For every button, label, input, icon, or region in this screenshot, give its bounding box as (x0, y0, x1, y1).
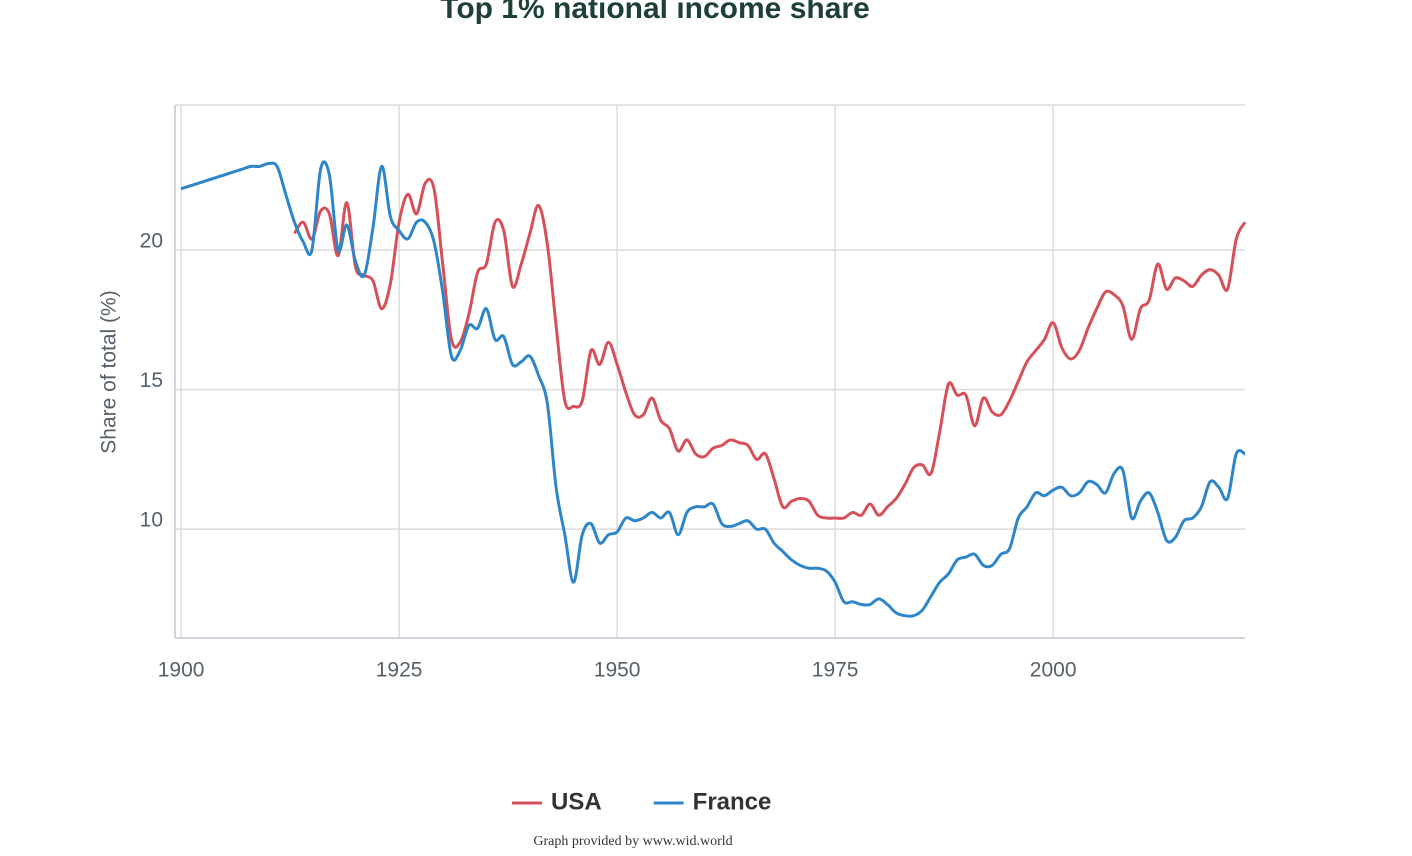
x-tick-label: 1950 (594, 659, 641, 682)
legend-label: USA (551, 788, 602, 815)
x-tick-label: 2000 (1030, 659, 1077, 682)
x-tick-label: 1975 (812, 659, 859, 682)
legend-label: France (693, 788, 772, 815)
y-axis-label: Share of total (%) (98, 290, 121, 453)
y-tick-label: 10 (140, 509, 163, 532)
line-series (293, 177, 1247, 520)
line-series (180, 160, 1246, 618)
y-tick-label: 20 (140, 230, 163, 253)
footer: Graph provided by www.wid.world (533, 834, 732, 849)
x-tick-label: 1900 (158, 659, 205, 682)
x-tick-label: 1925 (376, 659, 423, 682)
y-tick-label: 15 (140, 369, 163, 392)
chart-title: Top 1% national income share (440, 0, 870, 25)
